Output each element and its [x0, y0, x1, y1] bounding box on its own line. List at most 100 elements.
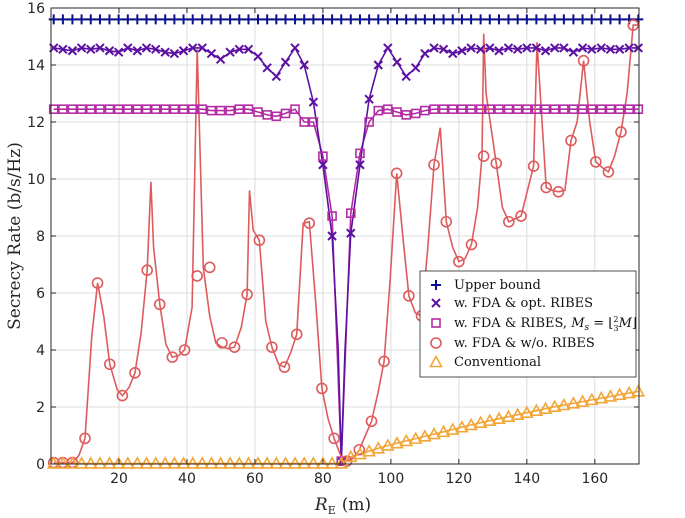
data-point-2 — [494, 104, 504, 114]
data-point-4 — [418, 429, 432, 442]
data-point-1 — [95, 43, 105, 53]
data-point-3 — [91, 277, 104, 289]
legend-label-opt-ribes: w. FDA & opt. RIBES — [454, 296, 593, 311]
data-point-1 — [587, 44, 597, 55]
data-point-1 — [225, 47, 235, 57]
data-point-4 — [622, 385, 636, 399]
data-point-1 — [401, 71, 411, 82]
data-point-4 — [408, 431, 423, 444]
data-point-3 — [253, 234, 266, 247]
data-point-0 — [308, 14, 319, 25]
legend-entries — [429, 280, 443, 368]
data-point-1 — [448, 48, 458, 59]
data-point-3 — [228, 341, 241, 353]
data-point-1 — [318, 160, 328, 170]
data-point-1 — [299, 60, 309, 70]
data-point-2 — [345, 208, 356, 218]
data-point-2 — [178, 104, 189, 114]
legend-marker-2 — [431, 318, 441, 328]
data-point-3 — [552, 186, 565, 198]
tick-label-y: 12 — [27, 115, 45, 131]
data-point-1 — [577, 43, 588, 53]
data-point-2 — [95, 104, 105, 114]
data-point-3 — [590, 156, 602, 168]
data-point-1 — [364, 94, 374, 104]
data-point-0 — [596, 14, 607, 25]
data-point-1 — [540, 46, 551, 56]
data-point-4 — [130, 456, 145, 469]
data-point-3 — [365, 415, 378, 428]
data-point-4 — [195, 456, 210, 469]
data-point-3 — [565, 134, 577, 147]
data-point-0 — [429, 14, 440, 25]
data-point-0 — [336, 14, 347, 25]
data-point-2 — [234, 104, 245, 114]
data-point-0 — [178, 14, 189, 25]
data-point-1 — [123, 43, 133, 53]
data-point-2 — [141, 104, 152, 114]
data-point-1 — [485, 43, 495, 53]
data-point-0 — [85, 14, 96, 25]
data-point-1 — [373, 60, 384, 70]
data-point-2 — [605, 104, 616, 114]
data-point-0 — [382, 14, 393, 25]
data-point-4 — [148, 456, 163, 469]
data-point-2 — [355, 148, 365, 159]
data-point-0 — [327, 14, 338, 25]
data-point-3 — [216, 337, 228, 349]
data-point-4 — [557, 397, 571, 411]
tick-labels: 20 40 60 80 100 120 140 160 0 2 4 6 8 10 12 14 16 — [27, 1, 608, 487]
data-point-0 — [503, 14, 514, 25]
data-point-1 — [58, 44, 68, 55]
data-point-3 — [316, 382, 328, 395]
data-point-1 — [614, 44, 625, 55]
data-point-2 — [568, 104, 579, 114]
data-point-0 — [94, 14, 105, 25]
data-point-2 — [280, 108, 291, 119]
tick-label-x: 40 — [178, 471, 196, 487]
data-point-1 — [141, 43, 152, 53]
data-point-3 — [602, 166, 615, 178]
data-point-2 — [76, 104, 87, 114]
data-point-1 — [169, 48, 180, 59]
data-point-3 — [503, 215, 515, 228]
data-point-2 — [401, 110, 411, 120]
data-point-0 — [76, 14, 87, 25]
data-point-4 — [566, 396, 581, 409]
data-point-0 — [586, 14, 597, 25]
data-point-2 — [104, 104, 115, 114]
data-point-3 — [527, 160, 540, 172]
data-point-4 — [584, 392, 599, 406]
data-point-0 — [549, 14, 560, 25]
data-point-0 — [206, 14, 217, 25]
data-point-4 — [93, 456, 107, 469]
data-point-0 — [512, 14, 523, 25]
data-point-1 — [197, 43, 207, 53]
data-point-2 — [308, 117, 319, 127]
data-point-3 — [453, 255, 465, 268]
data-point-3 — [378, 355, 390, 368]
data-point-2 — [475, 104, 486, 114]
data-point-2 — [466, 104, 476, 114]
data-point-1 — [531, 43, 542, 53]
data-point-2 — [577, 104, 588, 114]
data-point-4 — [120, 456, 135, 469]
data-point-4 — [167, 456, 182, 469]
data-point-1 — [475, 44, 486, 55]
data-point-1 — [346, 228, 356, 238]
data-point-4 — [380, 438, 395, 451]
data-point-4 — [547, 399, 562, 413]
data-point-3 — [153, 298, 166, 311]
data-point-4 — [316, 456, 330, 469]
data-point-3 — [390, 167, 403, 180]
data-point-3 — [515, 210, 527, 222]
data-point-0 — [466, 14, 477, 25]
data-point-1 — [503, 43, 514, 53]
tick-label-y: 16 — [27, 1, 45, 17]
data-point-1 — [253, 51, 263, 62]
data-point-4 — [399, 433, 414, 447]
data-point-0 — [187, 14, 198, 25]
data-point-2 — [484, 104, 495, 114]
data-point-1 — [605, 44, 616, 55]
